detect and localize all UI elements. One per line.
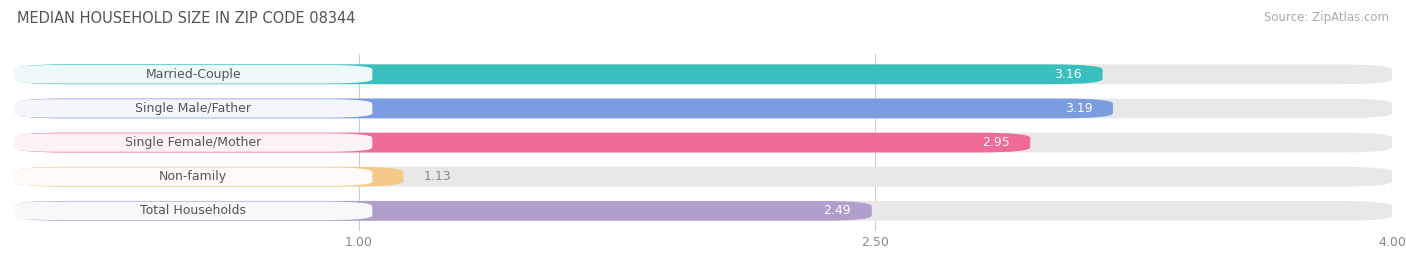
FancyBboxPatch shape xyxy=(14,167,404,187)
FancyBboxPatch shape xyxy=(11,168,373,186)
Text: MEDIAN HOUSEHOLD SIZE IN ZIP CODE 08344: MEDIAN HOUSEHOLD SIZE IN ZIP CODE 08344 xyxy=(17,11,356,26)
FancyBboxPatch shape xyxy=(11,133,373,152)
FancyBboxPatch shape xyxy=(14,201,872,221)
FancyBboxPatch shape xyxy=(14,133,1392,153)
FancyBboxPatch shape xyxy=(14,133,1031,153)
Text: 3.16: 3.16 xyxy=(1054,68,1083,81)
FancyBboxPatch shape xyxy=(14,201,1392,221)
Text: Non-family: Non-family xyxy=(159,170,228,183)
Text: Total Households: Total Households xyxy=(141,204,246,217)
FancyBboxPatch shape xyxy=(14,98,1392,118)
FancyBboxPatch shape xyxy=(14,167,1392,187)
FancyBboxPatch shape xyxy=(14,64,1392,84)
Text: Source: ZipAtlas.com: Source: ZipAtlas.com xyxy=(1264,11,1389,24)
Text: 2.49: 2.49 xyxy=(824,204,851,217)
FancyBboxPatch shape xyxy=(11,99,373,118)
Text: Single Female/Mother: Single Female/Mother xyxy=(125,136,262,149)
Text: 2.95: 2.95 xyxy=(981,136,1010,149)
FancyBboxPatch shape xyxy=(11,202,373,220)
FancyBboxPatch shape xyxy=(14,98,1114,118)
Text: 3.19: 3.19 xyxy=(1064,102,1092,115)
Text: 1.13: 1.13 xyxy=(425,170,451,183)
FancyBboxPatch shape xyxy=(14,64,1102,84)
Text: Married-Couple: Married-Couple xyxy=(145,68,240,81)
Text: Single Male/Father: Single Male/Father xyxy=(135,102,252,115)
FancyBboxPatch shape xyxy=(11,65,373,83)
